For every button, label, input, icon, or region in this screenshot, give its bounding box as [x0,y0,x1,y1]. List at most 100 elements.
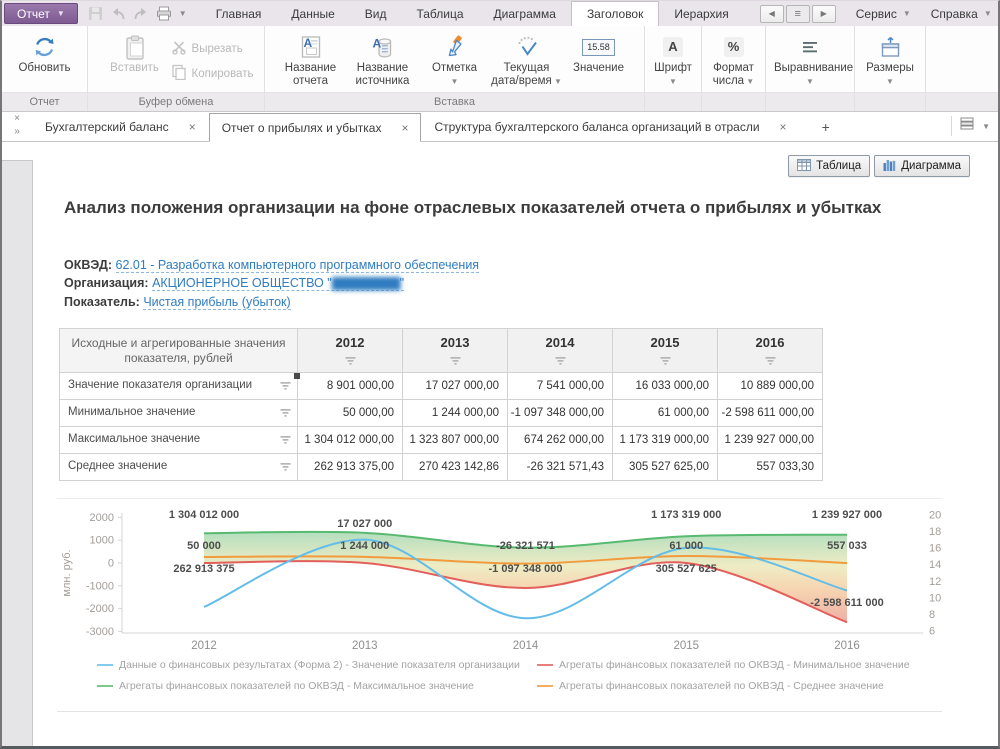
filter-icon[interactable] [280,408,291,421]
table-row: Максимальное значение 1 304 012 000,00 1 3… [59,426,823,454]
right-axis-tick: 10 [929,592,941,604]
filter-icon[interactable] [613,354,717,369]
filter-icon[interactable] [718,354,822,369]
ribbon-tab-1[interactable]: Главная [215,6,262,21]
legend-line-icon [97,664,113,666]
chart-view-button[interactable]: Диаграмма [874,155,970,177]
filter-icon[interactable] [508,354,612,369]
legend-item-org[interactable]: Данные о финансовых результатах (Форма 2… [97,659,537,671]
redo-icon[interactable] [133,7,149,21]
undo-icon[interactable] [110,7,126,21]
print-icon[interactable] [156,6,172,21]
data-label: 305 527 625 [656,563,717,575]
close-icon[interactable]: × [188,120,196,134]
table-icon [797,158,812,174]
legend-label: Агрегаты финансовых показателей по ОКВЭД… [559,659,910,671]
avg-series-line[interactable] [203,555,848,565]
scroll-left-icon[interactable]: ◀ [759,4,784,23]
chevron-down-icon: ▼ [902,9,911,18]
ribbon-button-font[interactable]: A Шрифт ▼ [645,29,701,88]
tabbar-right-controls: ▼ [951,116,990,136]
x-axis-tick: 2013 [352,640,378,652]
ribbon-button-mark[interactable]: Отметка ▼ [419,29,491,88]
filter-icon[interactable] [280,462,291,475]
table-view-button[interactable]: Таблица [788,155,871,177]
ribbon-tab-6[interactable]: Заголовок [570,1,660,26]
ribbon-tab-7[interactable]: Иерархия [674,6,729,21]
ribbon-button-label: Копировать [191,67,254,80]
data-label: -1 097 348 000 [488,563,562,575]
ribbon-group-label [855,92,925,111]
filter-icon[interactable] [280,381,291,394]
ribbon-button-refresh[interactable]: Обновить [9,29,81,75]
min-series-line[interactable] [203,560,848,624]
data-label: -26 321 571 [496,540,555,552]
year-column-header: 2014 [507,328,613,373]
meta-link[interactable]: 62.01 - Разработка компьютерного програм… [115,258,480,273]
legend-item-avg[interactable]: Агрегаты финансовых показателей по ОКВЭД… [537,680,884,692]
add-tab-button[interactable]: + [821,118,830,135]
year-label: 2015 [650,335,680,350]
app-menu-button[interactable]: Отчет ▼ [4,3,78,24]
filter-icon[interactable] [298,354,402,369]
ribbon-button-align[interactable]: Выравнивание ▼ [774,29,853,88]
ribbon-button-percent[interactable]: % Формат числа ▼ [702,29,765,88]
ribbon-button-db-a[interactable]: A Название источника [347,29,419,88]
chevron-down-icon[interactable]: ▼ [982,121,990,131]
ribbon-button-copy: Копировать [171,64,254,83]
ribbon-tab-4[interactable]: Таблица [416,6,464,21]
close-icon[interactable]: × [14,113,20,124]
year-column-header: 2015 [612,328,718,373]
document-tabbar: × » Бухгалтерский баланс × Отчет о прибыля… [2,112,998,142]
save-icon [88,6,103,21]
ribbon-button-doc-a[interactable]: A Название отчета [275,29,347,88]
row-label-cell: Среднее значение [59,453,298,481]
tile-view-icon[interactable] [960,117,974,135]
ribbon-button-clock[interactable]: Текущая дата/время ▼ [491,29,563,88]
chevron-down-icon: ▼ [983,9,992,18]
expand-icon[interactable]: » [14,126,20,137]
right-axis-tick: 18 [929,526,941,538]
data-label: -2 598 611 000 [810,597,883,609]
ribbon-button-label: Формат числа ▼ [712,62,755,87]
menu-service[interactable]: Сервис ▼ [856,7,911,21]
legend-item-min[interactable]: Агрегаты финансовых показателей по ОКВЭД… [537,659,910,671]
left-axis-label: млн. руб. [61,549,73,596]
report-meta: ОКВЭД: 62.01 - Разработка компьютерного … [64,256,480,311]
legend-row: Данные о финансовых результатах (Форма 2… [97,659,937,671]
chevron-down-icon: ▼ [886,77,894,86]
ribbon-button-label: Название отчета [284,62,337,87]
close-icon[interactable]: × [779,120,787,134]
menu-help[interactable]: Справка ▼ [931,7,992,21]
ribbon-button-label: Отметка [431,62,478,74]
column-resize-handle[interactable] [294,373,300,379]
legend-item-max[interactable]: Агрегаты финансовых показателей по ОКВЭД… [97,680,537,692]
close-icon[interactable]: × [401,120,409,135]
org-series-line[interactable] [203,538,848,620]
meta-link[interactable]: Чистая прибыль (убыток) [143,295,291,310]
document-tab-1[interactable]: Бухгалтерский баланс × [32,112,209,141]
ribbon-tab-3[interactable]: Вид [364,6,387,21]
scroll-right-icon[interactable]: ▶ [811,4,836,23]
right-axis-tick: 6 [929,626,935,638]
ribbon-group-3: A Название отчета A Название источника Отмет… [265,26,645,111]
ribbon: Обновить Отчет Вставить Вырезать Копировать Б… [2,26,998,111]
max-series-line[interactable] [203,530,848,549]
meta-link[interactable]: АКЦИОНЕРНОЕ ОБЩЕСТВО "██████████" [152,276,405,291]
tab-list-icon[interactable]: ≡ [785,4,810,23]
ribbon-button-sizes[interactable]: Размеры ▼ [855,29,925,88]
print-dropdown-icon[interactable]: ▼ [178,9,187,18]
meta-label: Показатель: [64,295,140,309]
ribbon-tab-5[interactable]: Диаграмма [493,6,556,21]
document-tab-2[interactable]: Отчет о прибылях и убытках × [208,113,422,142]
document-tab-3[interactable]: Структура бухгалтерского баланса организ… [421,112,799,141]
ribbon-group-body: A Название отчета A Название источника Отмет… [265,26,644,92]
data-label: 1 244 000 [340,540,389,552]
filter-icon[interactable] [280,435,291,448]
ribbon-button-value[interactable]: 15.58 Значение [563,29,635,75]
app-menu-label: Отчет [17,6,50,21]
filter-icon[interactable] [403,354,507,369]
document-tab-label: Отчет о прибылях и убытках [221,120,382,135]
collapsed-side-panel[interactable] [2,160,33,746]
ribbon-tab-2[interactable]: Данные [291,6,335,21]
